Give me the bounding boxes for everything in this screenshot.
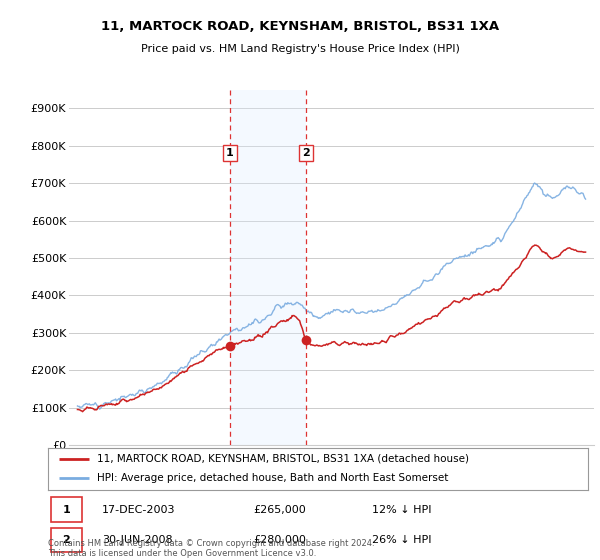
- Text: 26% ↓ HPI: 26% ↓ HPI: [372, 535, 431, 545]
- Text: Contains HM Land Registry data © Crown copyright and database right 2024.
This d: Contains HM Land Registry data © Crown c…: [48, 539, 374, 558]
- Text: 11, MARTOCK ROAD, KEYNSHAM, BRISTOL, BS31 1XA (detached house): 11, MARTOCK ROAD, KEYNSHAM, BRISTOL, BS3…: [97, 454, 469, 464]
- Text: 30-JUN-2008: 30-JUN-2008: [102, 535, 173, 545]
- Text: HPI: Average price, detached house, Bath and North East Somerset: HPI: Average price, detached house, Bath…: [97, 473, 448, 483]
- Text: 2: 2: [62, 535, 70, 545]
- Text: 1: 1: [226, 148, 234, 158]
- FancyBboxPatch shape: [50, 528, 82, 552]
- Text: 12% ↓ HPI: 12% ↓ HPI: [372, 505, 431, 515]
- Text: £265,000: £265,000: [253, 505, 306, 515]
- FancyBboxPatch shape: [50, 497, 82, 522]
- Text: £280,000: £280,000: [253, 535, 306, 545]
- Text: Price paid vs. HM Land Registry's House Price Index (HPI): Price paid vs. HM Land Registry's House …: [140, 44, 460, 54]
- Bar: [230, 90, 306, 445]
- Text: 1: 1: [62, 505, 70, 515]
- Text: 17-DEC-2003: 17-DEC-2003: [102, 505, 176, 515]
- Text: 11, MARTOCK ROAD, KEYNSHAM, BRISTOL, BS31 1XA: 11, MARTOCK ROAD, KEYNSHAM, BRISTOL, BS3…: [101, 20, 499, 32]
- Text: 2: 2: [302, 148, 310, 158]
